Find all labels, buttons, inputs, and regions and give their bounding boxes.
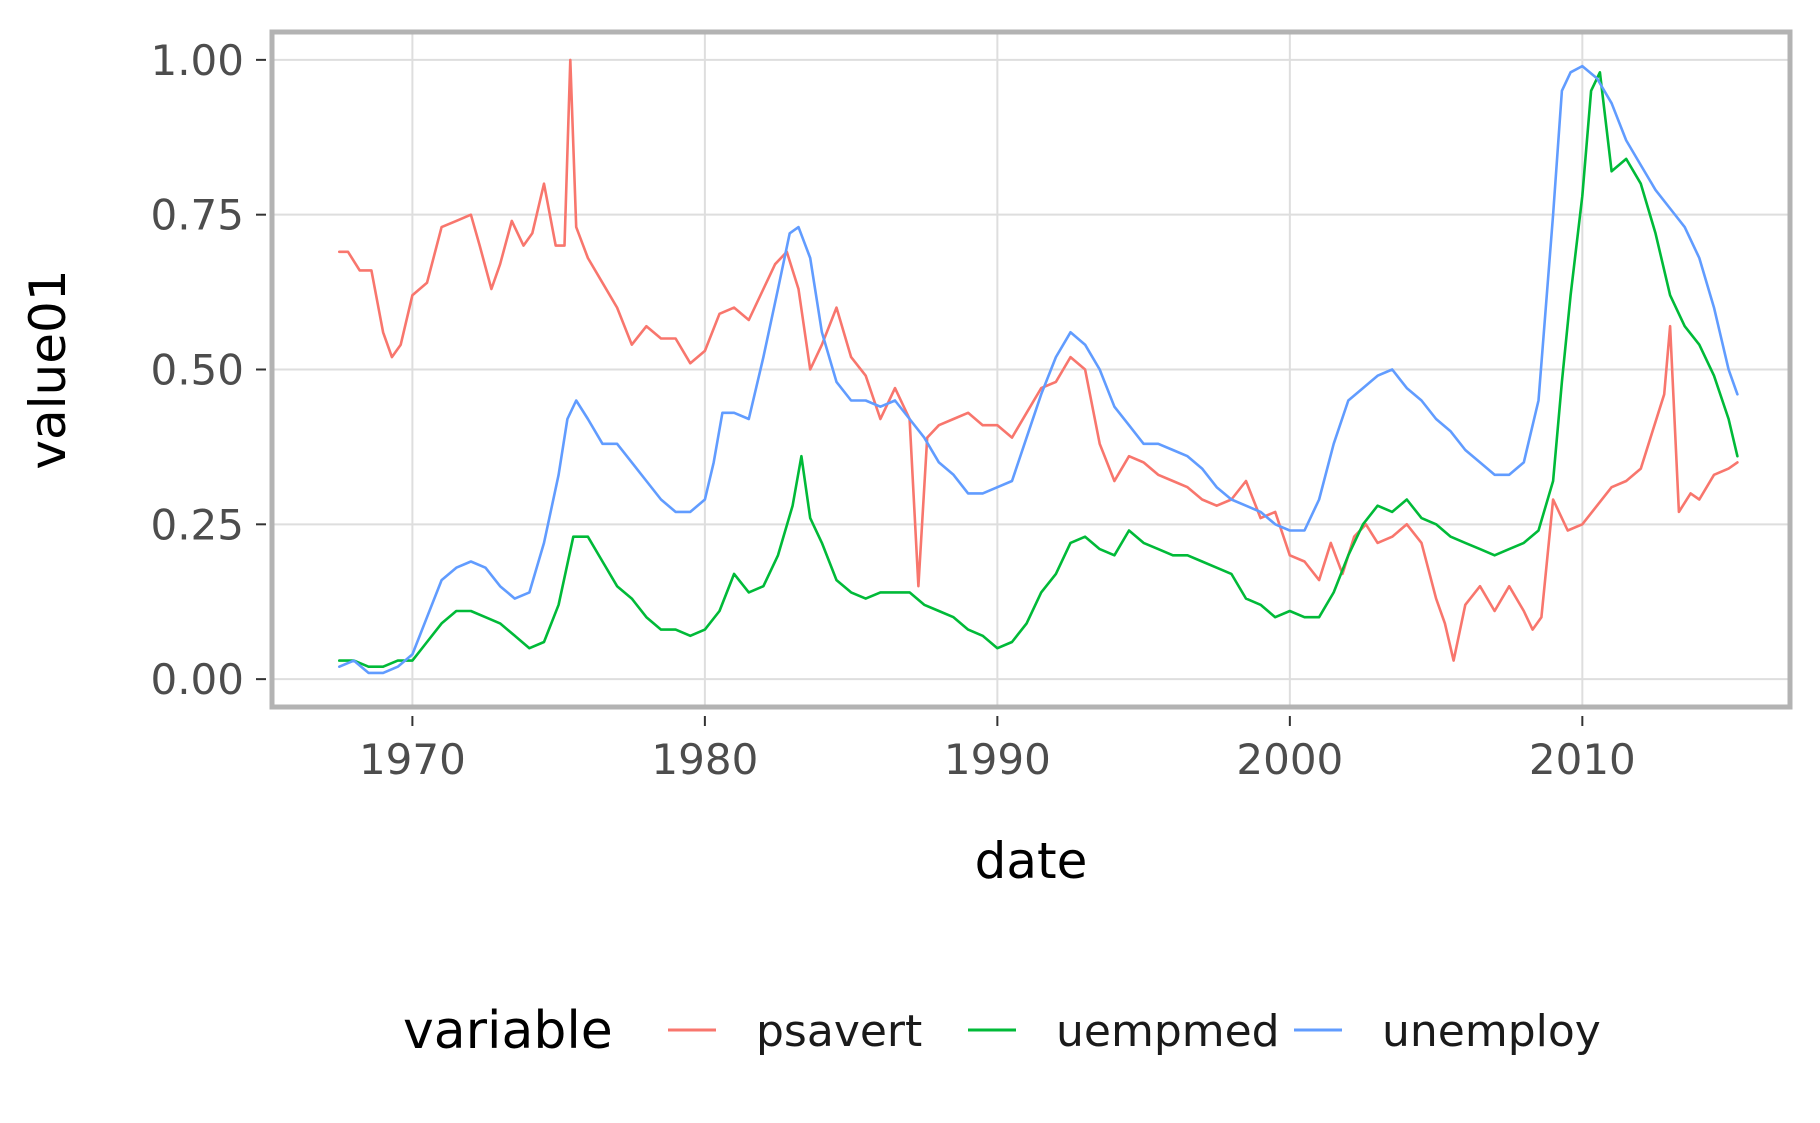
x-tick-label: 1970: [359, 735, 466, 784]
y-axis-title: value01: [19, 269, 77, 469]
x-axis-title: date: [975, 832, 1088, 890]
y-tick-label: 0.50: [150, 346, 244, 395]
y-tick-label: 0.75: [150, 191, 244, 240]
series-line-uempmed: [338, 71, 1739, 668]
legend-label-unemploy: unemploy: [1382, 1006, 1601, 1057]
series-line-unemploy: [338, 64, 1739, 675]
x-axis-ticks: 1970 1980 1990 2000 2010: [359, 716, 1636, 784]
gridlines: [272, 32, 1790, 707]
series-line-psavert: [338, 58, 1739, 662]
legend-title: variable: [403, 1001, 613, 1061]
legend-label-uempmed: uempmed: [1056, 1006, 1280, 1057]
x-tick-label: 1990: [944, 735, 1051, 784]
legend-items: psavert uempmed unemploy: [668, 1006, 1601, 1057]
series-lines: [338, 58, 1739, 675]
y-axis-ticks: 0.00 0.25 0.50 0.75 1.00: [150, 36, 266, 704]
legend: variable psavert uempmed unemploy: [403, 1001, 1601, 1061]
y-tick-label: 0.25: [150, 500, 244, 549]
x-tick-label: 2010: [1529, 735, 1636, 784]
legend-label-psavert: psavert: [756, 1006, 922, 1057]
x-tick-label: 2000: [1236, 735, 1343, 784]
y-tick-label: 0.00: [150, 655, 244, 704]
y-tick-label: 1.00: [150, 36, 244, 85]
x-tick-label: 1980: [651, 735, 758, 784]
panel-border: [269, 29, 1793, 710]
